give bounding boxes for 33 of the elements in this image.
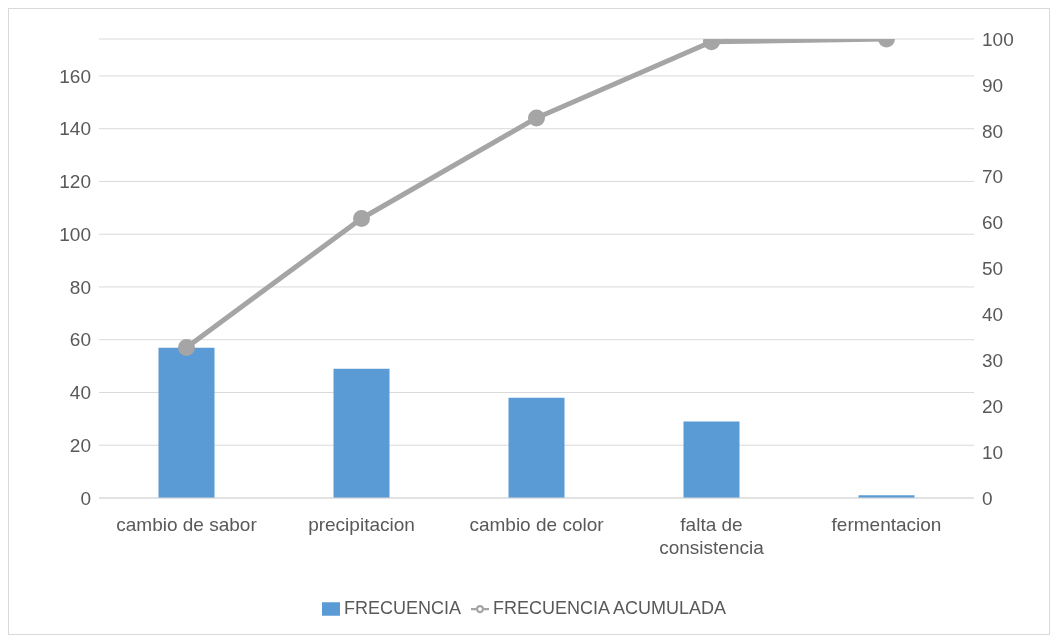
legend-label: FRECUENCIA ACUMULADA: [492, 598, 727, 618]
x-tick-label: precipitacion: [308, 514, 415, 536]
y-tick-label: 100: [59, 223, 91, 245]
y2-tick-label: 90: [982, 74, 1004, 96]
bar: [683, 421, 740, 498]
y-tick-label: 160: [59, 65, 91, 87]
y2-tick-label: 100: [982, 28, 1014, 50]
y-tick-label: 0: [80, 487, 91, 509]
y-tick-label: 80: [69, 276, 91, 298]
y2-tick-label: 10: [982, 441, 1004, 463]
x-tick-label: falta de consistencia: [659, 514, 765, 558]
y2-tick-label: 40: [982, 304, 1004, 326]
y2-tick-label: 20: [982, 395, 1004, 417]
bar: [333, 368, 390, 498]
bar: [508, 397, 565, 498]
y2-tick-label: 60: [982, 212, 1004, 234]
y2-tick-label: 80: [982, 120, 1004, 142]
x-tick-label: fermentacion: [831, 514, 942, 536]
point: [178, 338, 195, 356]
bar: [158, 347, 215, 498]
y2-tick-label: 0: [982, 487, 993, 509]
y-tick-label: 20: [69, 434, 91, 456]
y2-tick-label: 50: [982, 258, 1004, 280]
legend-label: FRECUENCIA: [343, 598, 461, 618]
point: [353, 209, 370, 227]
y2-tick-label: 70: [982, 166, 1004, 188]
y-tick-label: 120: [59, 171, 91, 193]
y-tick-label: 140: [59, 118, 91, 140]
y-tick-label: 40: [69, 382, 91, 404]
x-tick-label: cambio de color: [469, 514, 605, 536]
y-tick-label: 60: [69, 329, 91, 351]
x-tick-label: cambio de sabor: [116, 514, 258, 536]
y2-tick-label: 30: [982, 350, 1004, 372]
